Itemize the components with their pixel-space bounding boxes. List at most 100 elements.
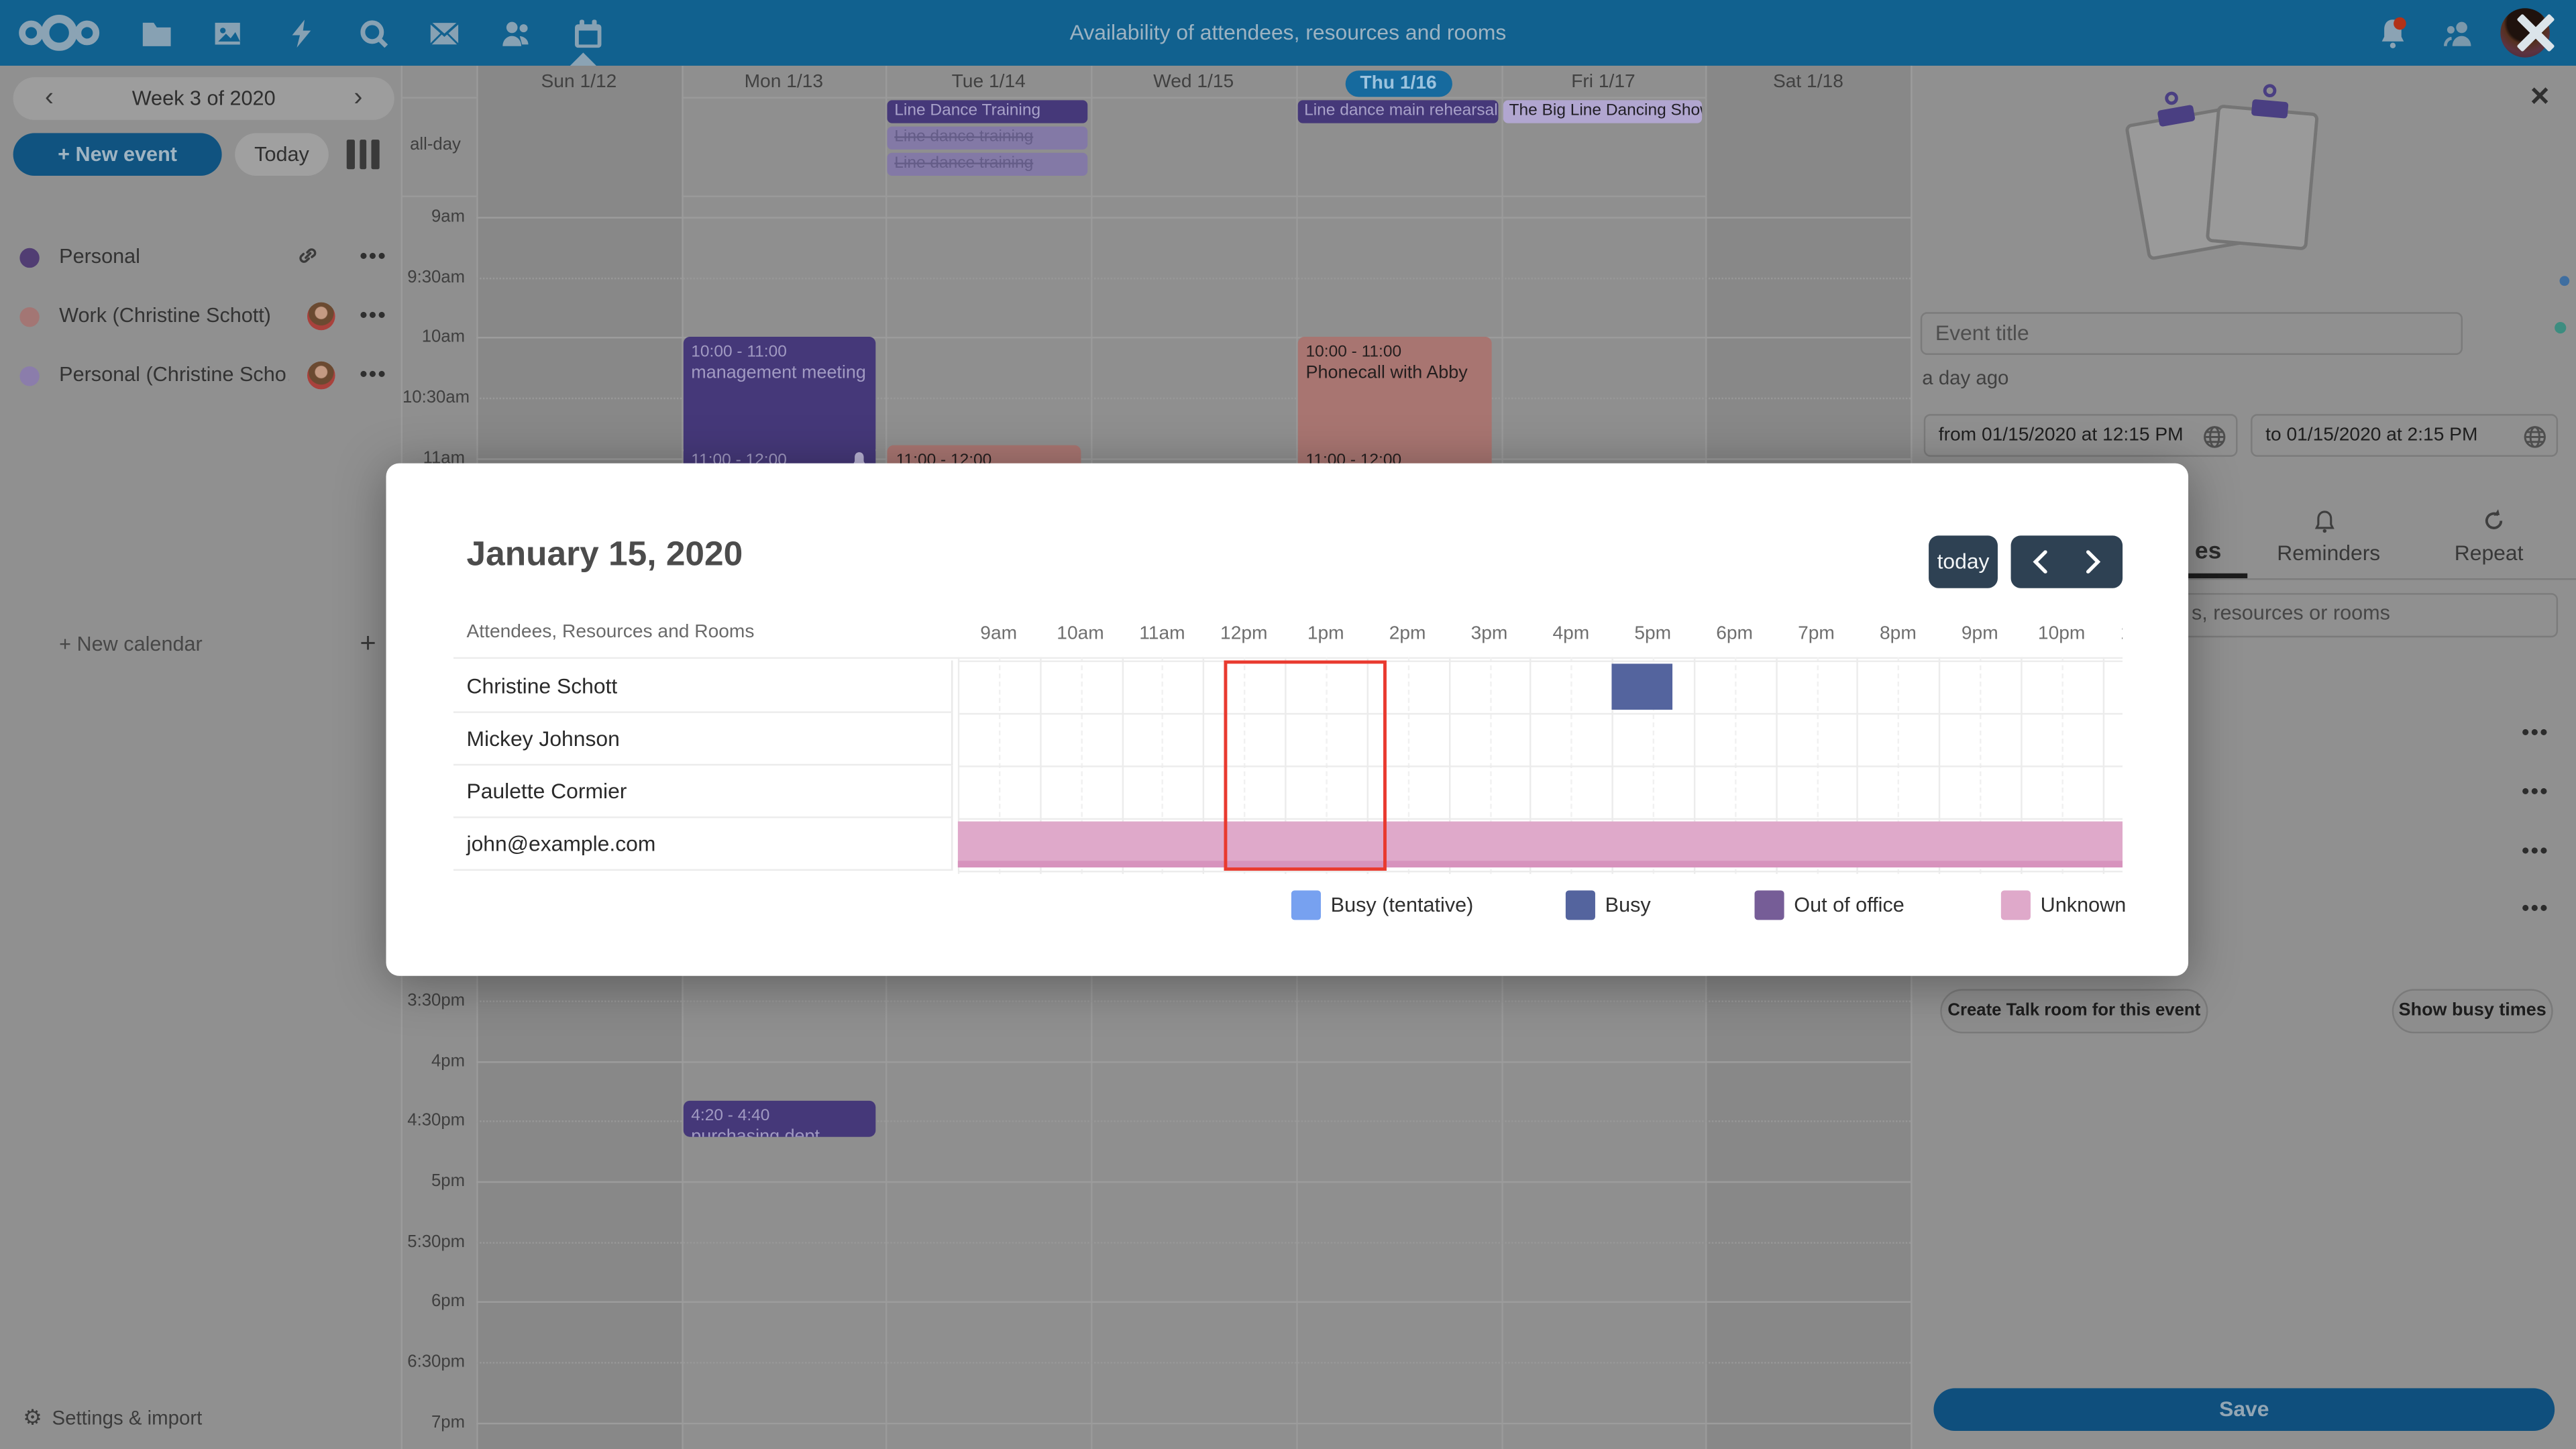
attendee-actions-menu-icon[interactable]: ••• bbox=[2522, 719, 2549, 745]
calendar-list-item[interactable]: Work (Christine Schott) ••• bbox=[0, 301, 402, 333]
attendee-name-cell: Mickey Johnson bbox=[453, 712, 953, 766]
timeline-hour-label: 8pm bbox=[1880, 624, 1917, 645]
from-datetime-field[interactable]: from 01/15/2020 at 12:15 PM bbox=[1923, 414, 2238, 457]
day-header[interactable]: Sun 1/12 bbox=[541, 72, 617, 93]
attendee-actions-menu-icon[interactable]: ••• bbox=[2522, 837, 2549, 862]
day-header[interactable]: Mon 1/13 bbox=[744, 72, 824, 93]
modal-date-title: January 15, 2020 bbox=[466, 535, 743, 574]
new-event-button[interactable]: + New event bbox=[13, 133, 222, 176]
top-bar: Availability of attendees, resources and… bbox=[0, 0, 2576, 66]
view-switcher-icon[interactable] bbox=[346, 140, 380, 170]
week-navigation[interactable]: ‹ Week 3 of 2020 › bbox=[13, 77, 394, 120]
plus-icon[interactable]: + bbox=[360, 627, 376, 659]
new-calendar-button[interactable]: + New calendar bbox=[59, 632, 203, 656]
files-app-icon[interactable] bbox=[135, 13, 174, 53]
tab-repeat[interactable]: Repeat bbox=[2454, 540, 2524, 566]
event-title-input[interactable]: Event title bbox=[1920, 312, 2463, 355]
all-day-event[interactable]: Line dance training bbox=[888, 152, 1088, 176]
attendee-name-cell: john@example.com bbox=[453, 818, 953, 871]
hour-gridline bbox=[476, 458, 1911, 460]
calendar-actions-menu-icon[interactable]: ••• bbox=[360, 243, 388, 268]
legend-swatch bbox=[2000, 890, 2031, 920]
timeline-hour-label: 2pm bbox=[1389, 624, 1426, 645]
activity-app-icon[interactable] bbox=[281, 13, 321, 53]
event-time: 10:00 - 11:00 bbox=[1305, 343, 1402, 362]
globe-icon[interactable] bbox=[2203, 424, 2226, 455]
tab-reminders[interactable]: Reminders bbox=[2277, 540, 2381, 566]
modal-today-button[interactable]: today bbox=[1929, 535, 1998, 588]
legend-label: Unknown bbox=[2040, 894, 2127, 917]
hour-gridline bbox=[476, 1301, 1911, 1303]
allday-separator bbox=[402, 195, 1911, 197]
next-week-chevron-icon[interactable]: › bbox=[354, 83, 363, 112]
calendar-list-item[interactable]: Personal ••• bbox=[0, 241, 402, 274]
attendee-actions-menu-icon[interactable]: ••• bbox=[2522, 896, 2549, 921]
calendar-actions-menu-icon[interactable]: ••• bbox=[360, 361, 388, 386]
sparkle-dot bbox=[2559, 276, 2570, 286]
availability-legend: Busy (tentative) Busy Out of office Unknown bbox=[958, 890, 2126, 923]
calendar-event[interactable]: 10:00 - 11:00 management meeting bbox=[683, 337, 877, 455]
clip-icon bbox=[2251, 99, 2289, 119]
all-day-event[interactable]: Line dance main rehearsal bbox=[1297, 100, 1498, 123]
create-talk-room-button[interactable]: Create Talk room for this event bbox=[1940, 989, 2208, 1034]
close-icon[interactable]: × bbox=[2530, 78, 2550, 115]
close-avatar-x-icon[interactable] bbox=[2514, 11, 2557, 54]
all-day-event[interactable]: Line Dance Training bbox=[888, 100, 1088, 123]
day-header[interactable]: Sat 1/18 bbox=[1772, 72, 1843, 93]
calendar-name: Work (Christine Schott) bbox=[59, 304, 272, 327]
calendar-list-item[interactable]: Personal (Christine Scho… ••• bbox=[0, 360, 402, 392]
mail-app-icon[interactable] bbox=[424, 13, 464, 53]
settings-import[interactable]: ⚙ Settings & import bbox=[23, 1404, 203, 1430]
clip-icon bbox=[2157, 104, 2196, 127]
time-gutter-label: 10am bbox=[421, 327, 466, 347]
active-app-indicator bbox=[570, 52, 596, 66]
save-button[interactable]: Save bbox=[1933, 1388, 2555, 1432]
event-title: purchasing dept bbox=[691, 1127, 820, 1138]
all-day-event[interactable]: The Big Line Dancing Show bbox=[1502, 100, 1703, 123]
globe-icon[interactable] bbox=[2524, 424, 2546, 455]
tabs-divider bbox=[1912, 578, 2576, 580]
availability-block-busy bbox=[1611, 663, 1674, 710]
time-gutter-label: 5:30pm bbox=[407, 1231, 466, 1252]
day-header[interactable]: Wed 1/15 bbox=[1153, 72, 1234, 93]
day-header[interactable]: Fri 1/17 bbox=[1571, 72, 1635, 93]
notifications-bell-icon[interactable] bbox=[2372, 13, 2412, 53]
nextcloud-logo-icon[interactable] bbox=[16, 13, 101, 53]
timeline-hour-label: 6pm bbox=[1716, 624, 1754, 645]
photos-app-icon[interactable] bbox=[207, 13, 247, 53]
tab-attendees[interactable]: es bbox=[2194, 539, 2222, 566]
active-tab-underline bbox=[2188, 573, 2248, 579]
share-link-icon[interactable] bbox=[297, 245, 319, 274]
calendar-event[interactable]: 10:00 - 11:00 Phonecall with Abby bbox=[1297, 337, 1491, 455]
attendee-search-input[interactable]: s, resources or rooms bbox=[1920, 593, 2559, 638]
show-busy-times-button[interactable]: Show busy times bbox=[2392, 989, 2553, 1034]
attendee-actions-menu-icon[interactable]: ••• bbox=[2522, 778, 2549, 804]
calendar-app-icon[interactable] bbox=[568, 13, 608, 53]
event-time: 4:20 - 4:40 bbox=[691, 1107, 770, 1126]
today-pill: Thu 1/16 bbox=[1345, 70, 1452, 97]
hour-gridline bbox=[476, 1241, 1911, 1243]
timeline-hour-label: 4pm bbox=[1552, 624, 1590, 645]
day-header[interactable]: Tue 1/14 bbox=[951, 72, 1026, 93]
timeline-row-line bbox=[957, 765, 2123, 767]
contacts-app-icon[interactable] bbox=[496, 13, 536, 53]
hour-gridline bbox=[476, 1061, 1911, 1063]
previous-day-chevron-icon[interactable] bbox=[2031, 550, 2053, 574]
today-button[interactable]: Today bbox=[235, 133, 329, 176]
clip-ring-icon bbox=[2163, 91, 2180, 106]
event-title: management meeting bbox=[691, 364, 866, 384]
calendar-event[interactable]: 4:20 - 4:40 purchasing dept bbox=[683, 1100, 877, 1138]
all-day-event[interactable]: Line dance training bbox=[888, 126, 1088, 150]
previous-week-chevron-icon[interactable]: ‹ bbox=[44, 83, 54, 112]
next-day-chevron-icon[interactable] bbox=[2080, 550, 2102, 574]
day-header[interactable]: Thu 1/16 bbox=[1296, 70, 1501, 97]
illustration-card-front bbox=[2205, 83, 2319, 251]
to-datetime-field[interactable]: to 01/15/2020 at 2:15 PM bbox=[2251, 414, 2559, 457]
all-day-label: all-day bbox=[410, 134, 461, 155]
contacts-menu-icon[interactable] bbox=[2440, 13, 2479, 53]
page-title: Availability of attendees, resources and… bbox=[1069, 19, 1507, 45]
calendar-actions-menu-icon[interactable]: ••• bbox=[360, 302, 388, 327]
repeat-icon bbox=[2482, 509, 2505, 541]
hour-gridline bbox=[476, 217, 1911, 219]
search-app-icon[interactable] bbox=[354, 13, 393, 53]
